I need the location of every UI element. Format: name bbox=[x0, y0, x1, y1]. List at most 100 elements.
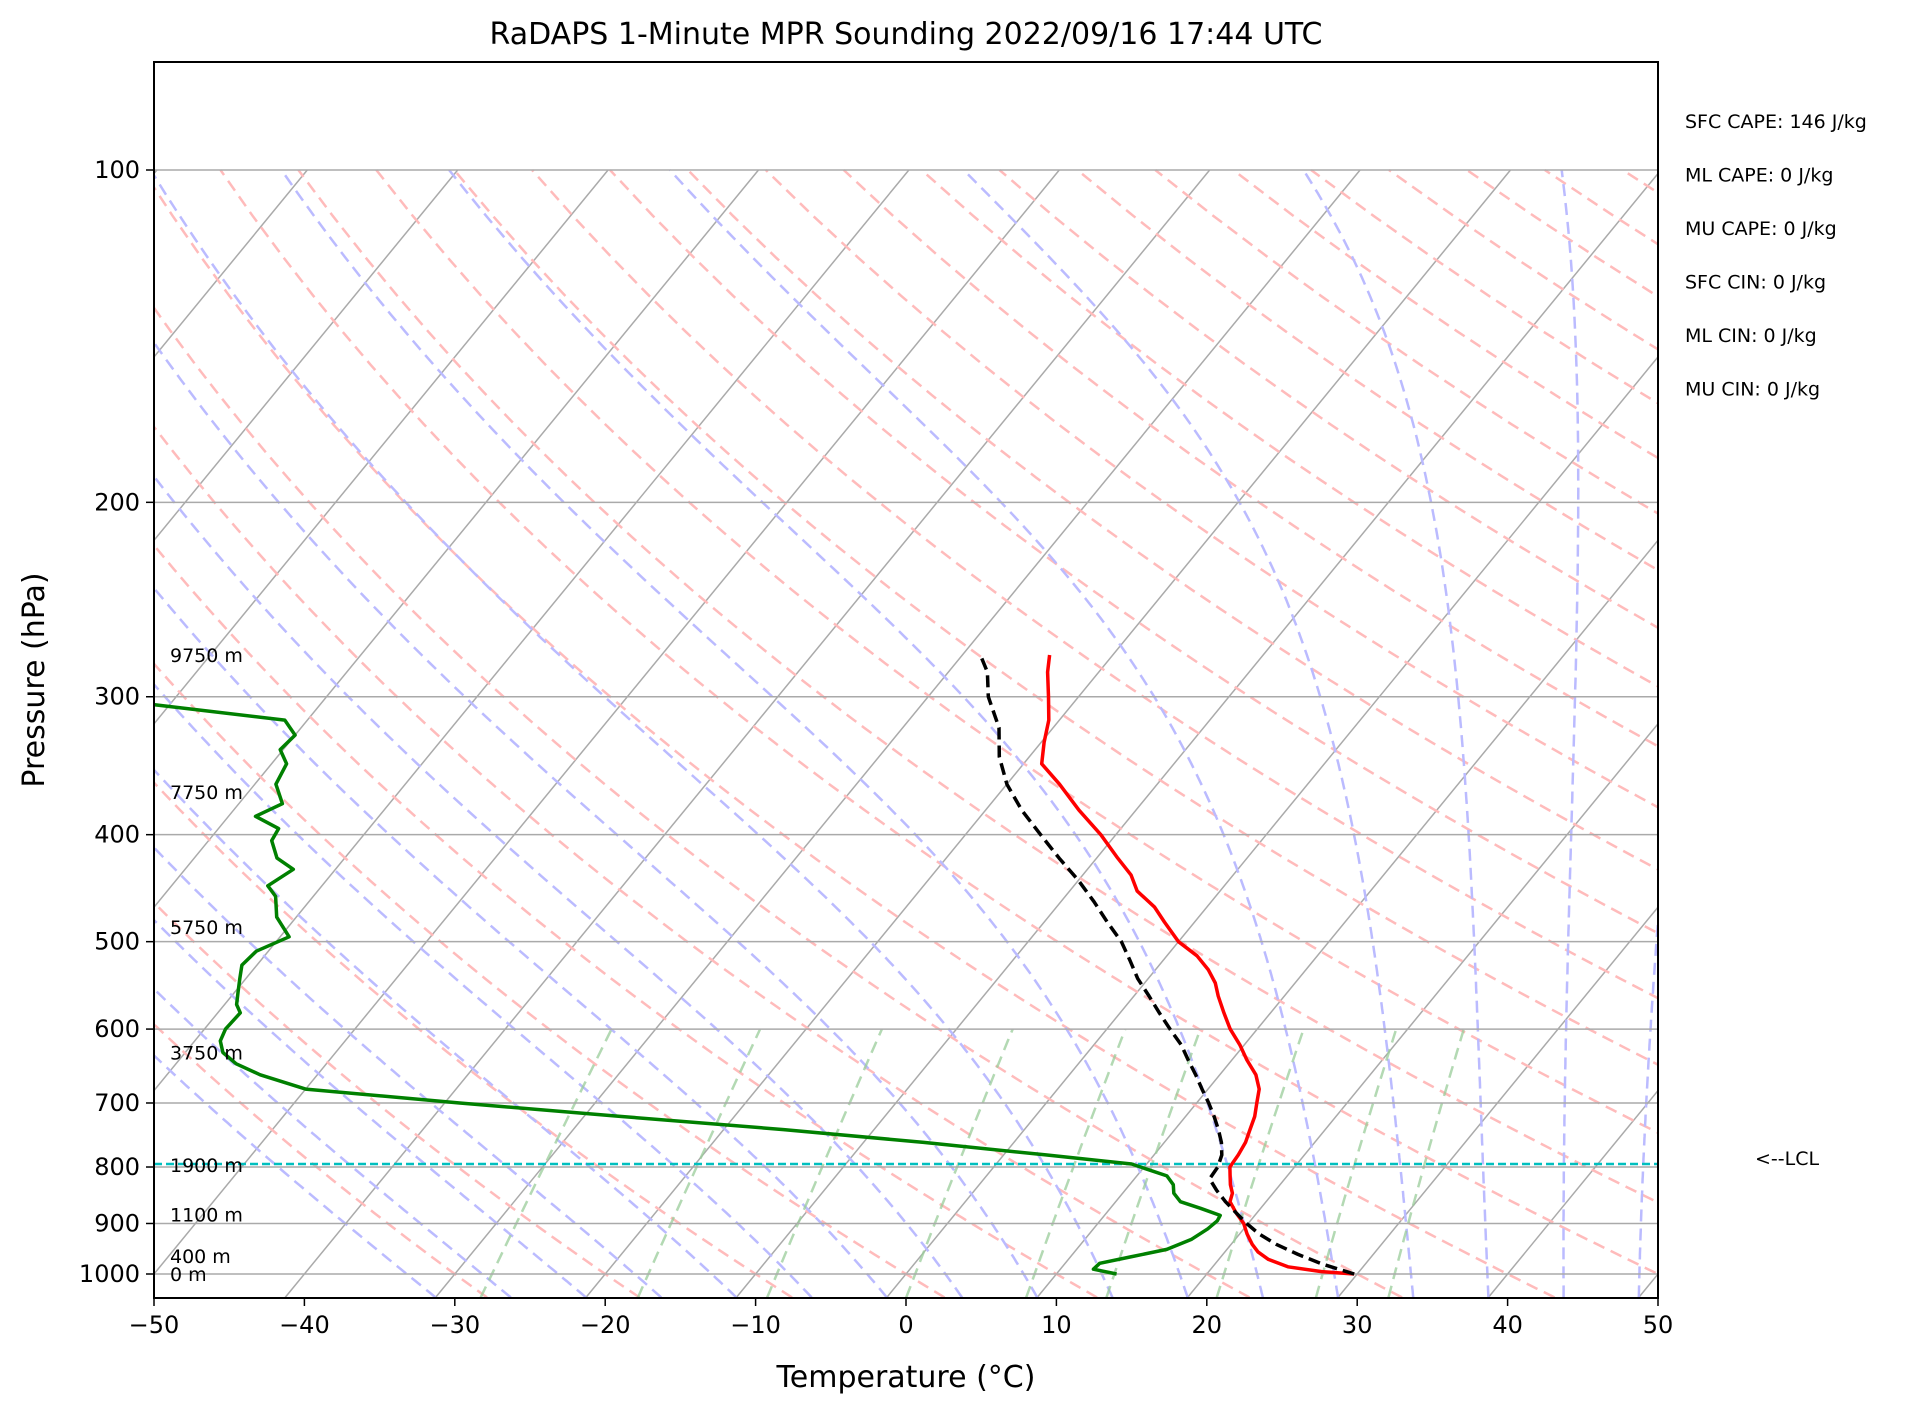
mixing-ratio-line bbox=[905, 1028, 1014, 1298]
isotherm-line bbox=[0, 170, 6, 1297]
x-tick-label: 50 bbox=[1643, 1311, 1674, 1339]
index-label: MU CAPE: 0 J/kg bbox=[1685, 218, 1837, 240]
x-tick-label: −40 bbox=[279, 1311, 330, 1339]
height-label: 1100 m bbox=[170, 1204, 243, 1226]
isotherm-line bbox=[154, 169, 1060, 1276]
isotherm-line bbox=[1187, 722, 1658, 1298]
isotherm-line bbox=[154, 169, 910, 1092]
moist-adiabat-line bbox=[668, 169, 1340, 1298]
moist-adiabat-line bbox=[154, 1053, 437, 1298]
dry-adiabat-line bbox=[154, 305, 1403, 1298]
dry-adiabat-line bbox=[609, 169, 1658, 935]
moist-adiabat-line bbox=[1560, 169, 1580, 1298]
background-lines bbox=[0, 168, 1658, 1298]
height-label: 1900 m bbox=[170, 1155, 243, 1177]
dry-adiabat-line bbox=[154, 543, 1098, 1298]
index-label: SFC CAPE: 146 J/kg bbox=[1685, 111, 1867, 133]
dry-adiabat-line bbox=[154, 780, 793, 1298]
mixing-ratio-line bbox=[1314, 1028, 1398, 1298]
dry-adiabat-line bbox=[920, 169, 1658, 688]
index-label: MU CIN: 0 J/kg bbox=[1685, 379, 1820, 401]
dry-adiabat-line bbox=[219, 169, 1658, 1276]
y-tick-label: 900 bbox=[94, 1209, 140, 1237]
moist-adiabat-line bbox=[448, 169, 1265, 1298]
x-tick-label: 10 bbox=[1041, 1311, 1072, 1339]
height-label: 5750 m bbox=[170, 917, 243, 939]
moist-adiabat-line bbox=[154, 845, 663, 1298]
lcl-label: <--LCL bbox=[1755, 1148, 1819, 1170]
isotherm-line bbox=[585, 169, 1512, 1298]
height-labels: 9750 m 7750 m 5750 m 3750 m 1900 m 1100 m 400 … bbox=[170, 645, 243, 1286]
moist-adiabat-line bbox=[1302, 169, 1490, 1298]
height-label: 0 m bbox=[170, 1264, 207, 1286]
y-tick-label: 400 bbox=[94, 821, 140, 849]
x-tick-label: −20 bbox=[580, 1311, 631, 1339]
mixing-ratio-line bbox=[479, 1028, 613, 1298]
dry-adiabat-line bbox=[998, 169, 1658, 630]
y-tick-label: 100 bbox=[94, 156, 140, 184]
y-tick-label: 800 bbox=[94, 1153, 140, 1181]
y-tick-label: 300 bbox=[94, 683, 140, 711]
dry-adiabat-line bbox=[154, 424, 1251, 1298]
x-axis: −50 −40 −30 −20 −10 0 10 20 30 40 50 bbox=[129, 1298, 1674, 1339]
moist-adiabat-line bbox=[154, 918, 587, 1298]
x-tick-label: −50 bbox=[129, 1311, 180, 1339]
chart-title: RaDAPS 1-Minute MPR Sounding 2022/09/16 … bbox=[490, 17, 1323, 52]
isotherm-line bbox=[886, 355, 1658, 1298]
dewpoint-line bbox=[154, 702, 1222, 1276]
x-tick-label: 40 bbox=[1492, 1311, 1523, 1339]
mixing-ratio-line bbox=[636, 1028, 762, 1298]
x-tick-label: −30 bbox=[429, 1311, 480, 1339]
x-tick-label: 20 bbox=[1192, 1311, 1223, 1339]
dry-adiabat-line bbox=[154, 185, 1556, 1298]
isotherm-line bbox=[1036, 539, 1658, 1298]
y-tick-label: 600 bbox=[94, 1015, 140, 1043]
height-label: 7750 m bbox=[170, 782, 243, 804]
isotherm-line bbox=[154, 169, 459, 542]
stability-indices: SFC CAPE: 146 J/kg ML CAPE: 0 J/kg MU CAPE… bbox=[1685, 111, 1867, 401]
dry-adiabat-line bbox=[154, 900, 641, 1298]
moist-adiabat-line bbox=[154, 340, 1039, 1298]
moist-adiabat-line bbox=[280, 169, 1189, 1298]
isotherm-line bbox=[154, 169, 760, 909]
x-tick-label: 0 bbox=[898, 1311, 913, 1339]
y-tick-label: 500 bbox=[94, 928, 140, 956]
moist-adiabat-line bbox=[962, 169, 1415, 1298]
parcel-line bbox=[978, 654, 1355, 1276]
y-tick-label: 200 bbox=[94, 488, 140, 516]
moist-adiabat-line bbox=[1637, 904, 1658, 1298]
mixing-ratio-line bbox=[766, 1028, 884, 1298]
x-tick-label: −10 bbox=[730, 1311, 781, 1339]
height-label: 400 m bbox=[170, 1246, 231, 1268]
moist-adiabat-line bbox=[154, 987, 512, 1298]
series-layer bbox=[154, 654, 1658, 1276]
isotherm-line bbox=[435, 169, 1361, 1298]
moist-adiabat-line bbox=[154, 586, 888, 1298]
x-tick-label: 30 bbox=[1342, 1311, 1373, 1339]
index-label: SFC CIN: 0 J/kg bbox=[1685, 272, 1826, 294]
index-label: ML CAPE: 0 J/kg bbox=[1685, 165, 1833, 187]
mixing-ratio-line bbox=[1215, 1028, 1305, 1298]
moist-adiabat-line bbox=[154, 172, 1114, 1298]
mixing-ratio-line bbox=[1105, 1028, 1202, 1298]
y-tick-label: 1000 bbox=[79, 1260, 140, 1288]
y-axis: 100 200 300 400 500 600 700 800 900 1000 bbox=[79, 156, 154, 1288]
dry-adiabat-line bbox=[154, 661, 946, 1298]
dry-adiabat-line bbox=[297, 169, 1658, 1204]
temperature-line bbox=[1039, 654, 1355, 1276]
dry-adiabat-line bbox=[764, 169, 1658, 809]
isotherm-line bbox=[1487, 1089, 1658, 1298]
moist-adiabat-line bbox=[154, 682, 813, 1298]
dry-adiabat-line bbox=[531, 169, 1658, 1000]
isotherm-line bbox=[1337, 905, 1658, 1298]
x-axis-label: Temperature (°C) bbox=[776, 1360, 1036, 1395]
y-tick-label: 700 bbox=[94, 1089, 140, 1117]
dry-adiabat-line bbox=[375, 169, 1658, 1135]
dry-adiabat-line bbox=[154, 1022, 488, 1298]
index-label: ML CIN: 0 J/kg bbox=[1685, 325, 1817, 347]
isotherm-line bbox=[154, 169, 609, 725]
height-label: 3750 m bbox=[170, 1042, 243, 1064]
moist-adiabat-line bbox=[154, 474, 964, 1298]
height-label: 9750 m bbox=[170, 645, 243, 667]
